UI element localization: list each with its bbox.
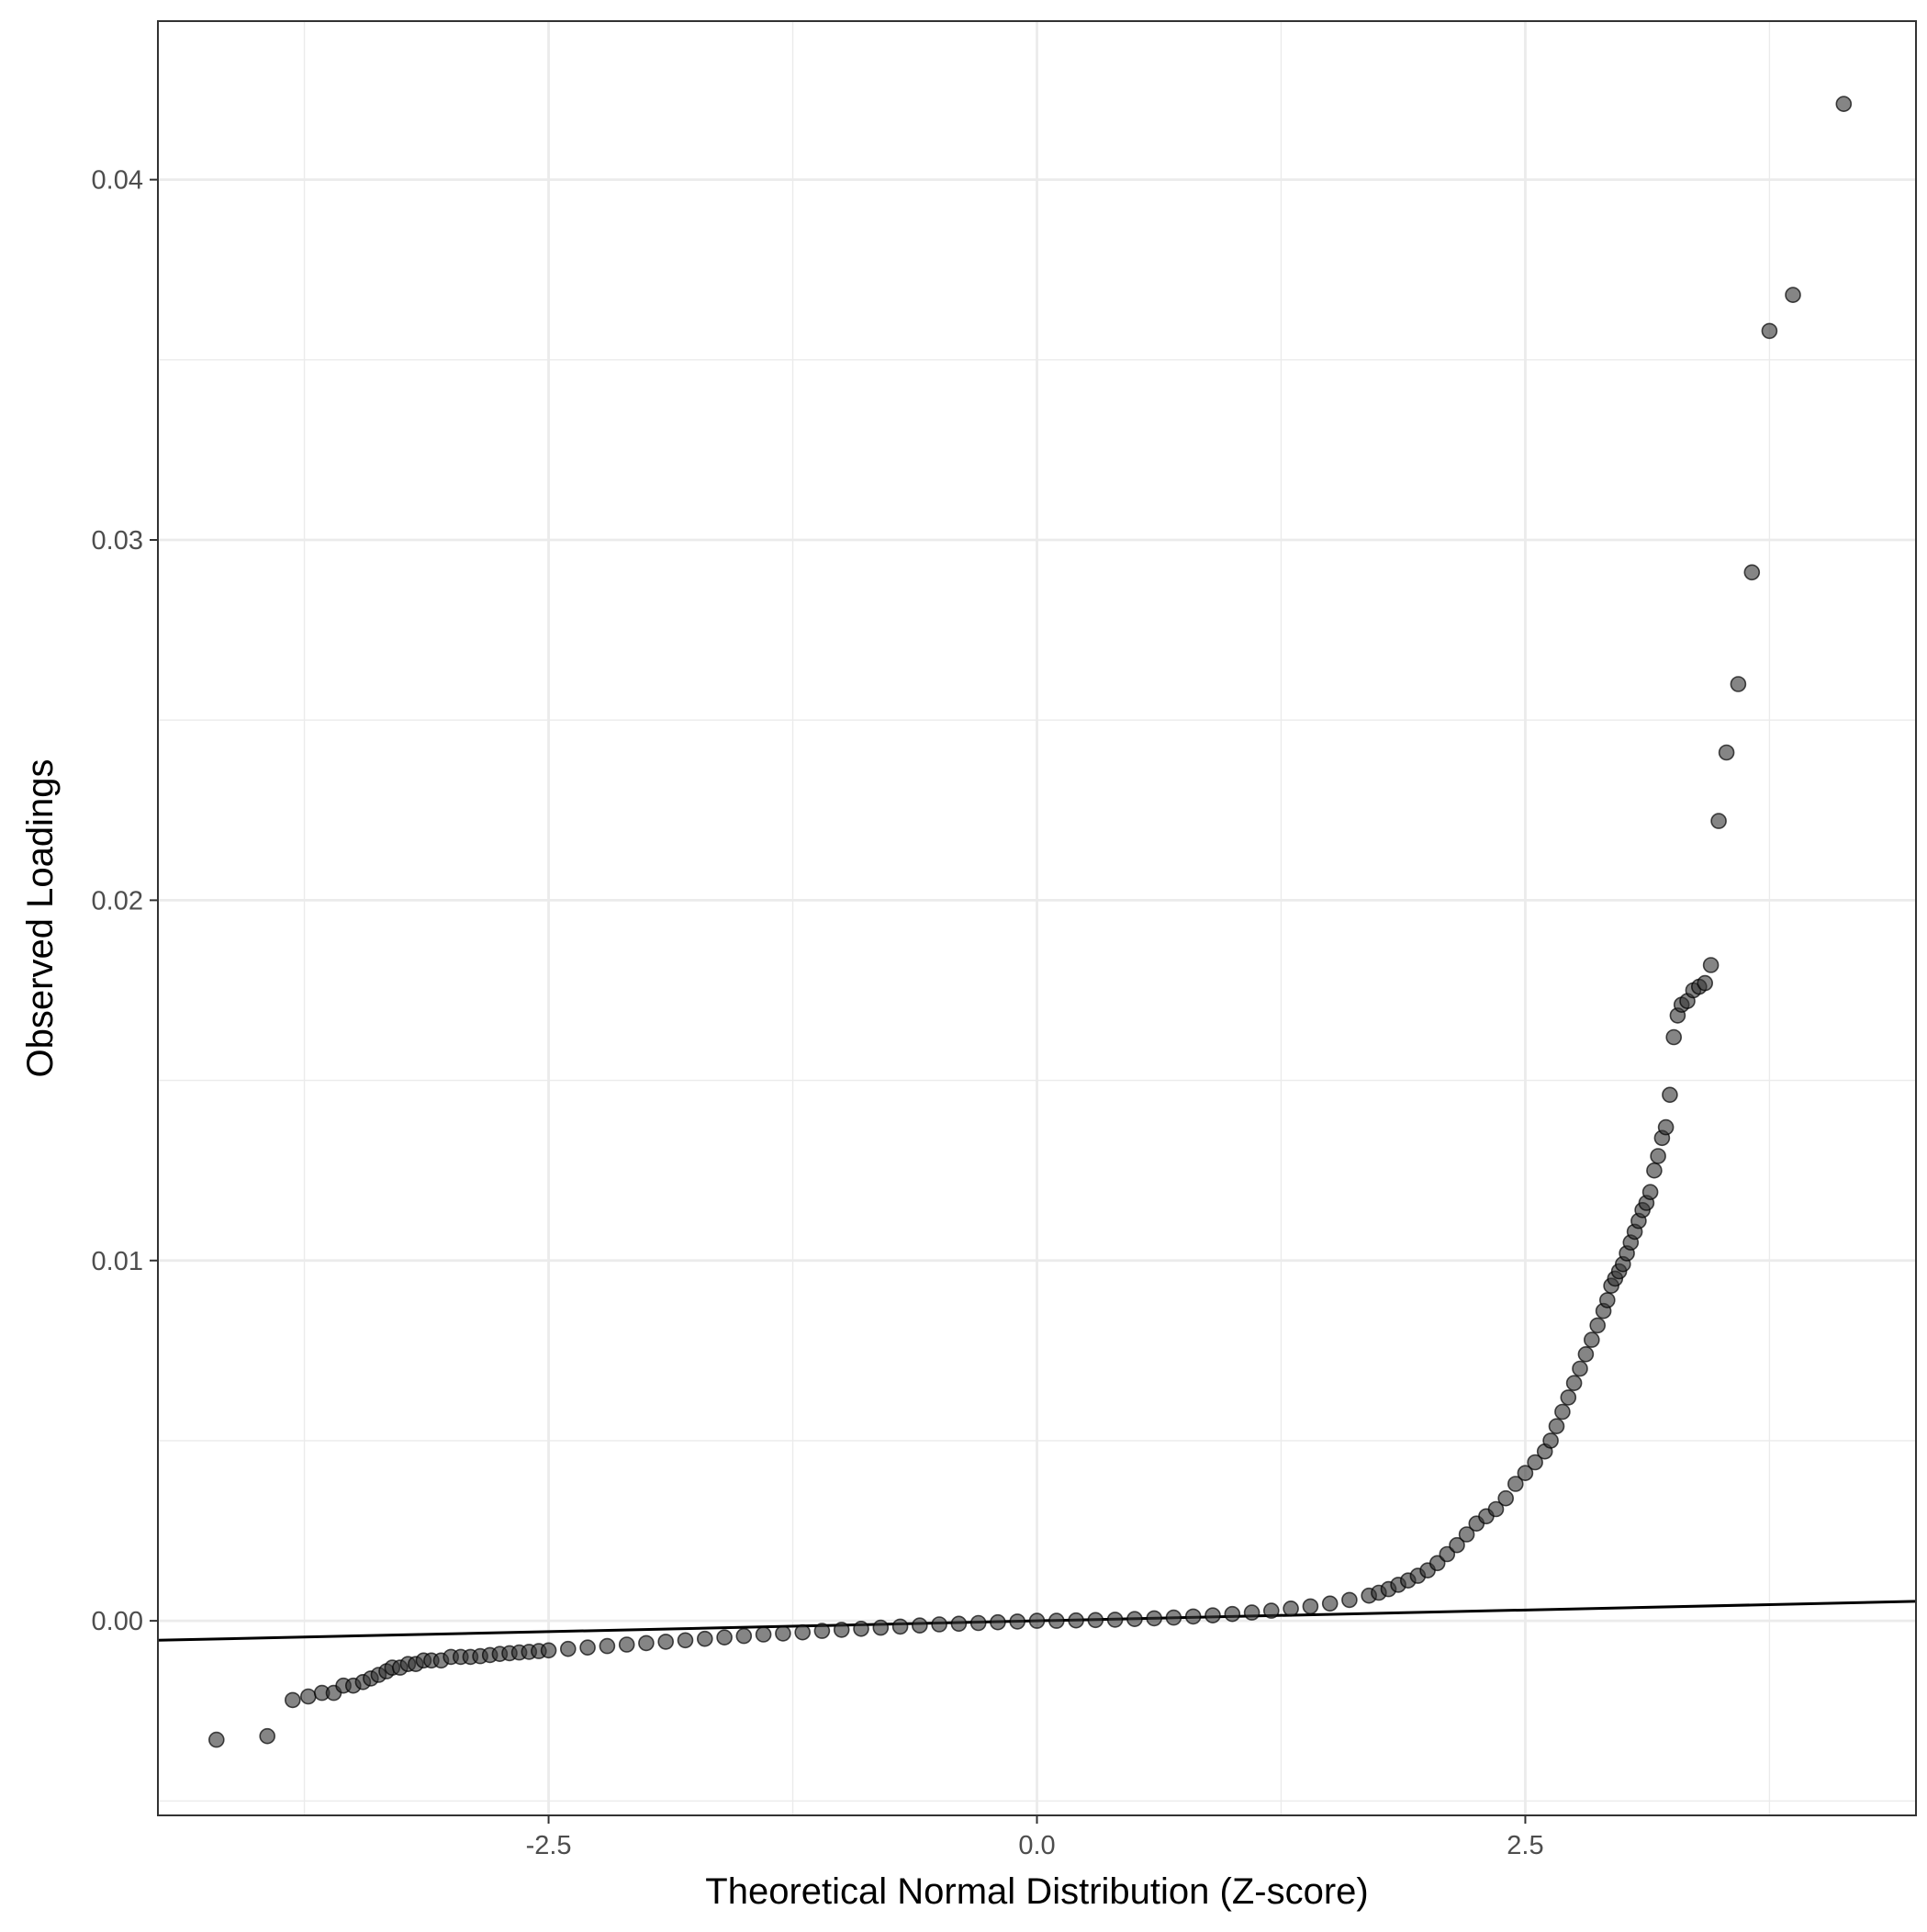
- data-point: [696, 1630, 713, 1647]
- data-point: [1650, 1148, 1666, 1164]
- y-tick-label: 0.02: [92, 886, 143, 915]
- data-point: [1184, 1608, 1202, 1625]
- data-point: [1517, 1465, 1534, 1481]
- data-point: [872, 1619, 890, 1636]
- x-axis-title: Theoretical Normal Distribution (Z-score…: [705, 1871, 1368, 1912]
- data-point: [638, 1634, 655, 1652]
- data-point: [911, 1617, 928, 1634]
- data-point: [540, 1642, 557, 1659]
- data-point: [1106, 1612, 1124, 1628]
- data-point: [1560, 1389, 1577, 1406]
- data-point: [735, 1627, 753, 1645]
- x-tick-label: 2.5: [1507, 1831, 1543, 1860]
- data-point: [1341, 1591, 1358, 1609]
- major-gridlines: [158, 21, 1916, 1815]
- data-point: [208, 1731, 225, 1748]
- data-point: [1527, 1454, 1543, 1471]
- data-point: [1283, 1601, 1299, 1617]
- data-point: [284, 1691, 301, 1709]
- y-tick-label: 0.01: [92, 1247, 143, 1276]
- data-point: [1584, 1331, 1600, 1348]
- data-point: [775, 1625, 791, 1642]
- data-point: [618, 1636, 635, 1653]
- data-point: [1497, 1489, 1514, 1507]
- data-point: [1761, 322, 1778, 340]
- data-point: [1087, 1612, 1104, 1629]
- data-point: [1542, 1432, 1559, 1449]
- data-point: [1565, 1375, 1583, 1391]
- data-point: [1662, 1086, 1678, 1104]
- data-point: [1204, 1607, 1221, 1623]
- data-point: [1710, 813, 1727, 829]
- data-point: [1048, 1612, 1065, 1629]
- data-point: [677, 1632, 694, 1649]
- data-point: [969, 1614, 987, 1632]
- data-point: [1507, 1476, 1524, 1492]
- data-point: [1263, 1602, 1280, 1619]
- data-point: [1572, 1360, 1588, 1377]
- data-point: [1599, 1292, 1616, 1309]
- data-point: [1554, 1403, 1571, 1421]
- data-point: [1009, 1613, 1025, 1630]
- data-point: [1641, 1184, 1659, 1200]
- data-point: [1697, 974, 1713, 992]
- data-point: [1646, 1162, 1663, 1179]
- data-point: [1702, 957, 1720, 973]
- data-point: [1068, 1612, 1084, 1629]
- data-point: [1665, 1028, 1682, 1046]
- y-axis-title: Observed Loadings: [20, 759, 61, 1078]
- data-point: [794, 1623, 812, 1641]
- data-point: [1321, 1595, 1339, 1612]
- y-axis-ticks: 0.00 0.01 0.02 0.03 0.04: [92, 166, 158, 1636]
- data-point: [579, 1639, 596, 1656]
- data-point: [1028, 1612, 1046, 1629]
- y-tick-label: 0.00: [92, 1607, 143, 1636]
- data-point: [1449, 1536, 1465, 1554]
- data-point: [1718, 744, 1735, 761]
- data-point: [299, 1688, 317, 1705]
- data-point: [1458, 1526, 1475, 1543]
- data-point: [950, 1615, 968, 1633]
- data-point: [1589, 1317, 1606, 1334]
- data-point: [1146, 1610, 1162, 1627]
- data-point: [657, 1634, 675, 1650]
- data-point: [1487, 1500, 1505, 1518]
- data-point: [1439, 1545, 1456, 1563]
- data-point: [1126, 1611, 1143, 1627]
- data-point: [1243, 1604, 1260, 1621]
- data-point: [1165, 1609, 1182, 1626]
- x-tick-label: 0.0: [1018, 1831, 1055, 1860]
- data-point: [853, 1621, 869, 1637]
- data-points: [208, 95, 1853, 1748]
- data-point: [1835, 95, 1853, 112]
- y-tick-label: 0.04: [92, 166, 143, 196]
- y-tick-label: 0.03: [92, 526, 143, 556]
- data-point: [1730, 676, 1747, 692]
- data-point: [1577, 1346, 1595, 1363]
- x-tick-label: -2.5: [526, 1831, 572, 1860]
- data-point: [716, 1629, 733, 1646]
- data-point: [559, 1640, 577, 1657]
- x-axis-ticks: -2.5 0.0 2.5: [526, 1815, 1544, 1860]
- data-point: [833, 1622, 850, 1638]
- data-point: [599, 1637, 616, 1655]
- data-point: [1657, 1118, 1675, 1136]
- data-point: [931, 1616, 947, 1633]
- data-point: [1548, 1418, 1565, 1434]
- data-point: [891, 1618, 909, 1635]
- data-point: [259, 1727, 276, 1745]
- data-point: [755, 1626, 772, 1643]
- data-point: [1785, 286, 1801, 304]
- data-point: [1743, 564, 1761, 581]
- data-point: [1302, 1598, 1319, 1615]
- data-point: [813, 1623, 831, 1639]
- data-point: [1224, 1605, 1241, 1623]
- data-point: [990, 1613, 1006, 1631]
